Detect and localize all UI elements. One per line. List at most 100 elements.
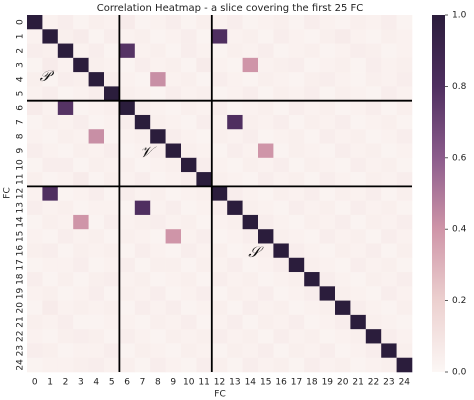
heatmap-cell [319,186,336,201]
heatmap-cell [335,129,351,144]
heatmap-cell [27,86,43,101]
x-tick-label: 23 [383,378,394,388]
heatmap-cell [227,15,243,30]
heatmap-cell [365,257,382,273]
heatmap-cell [365,129,382,144]
heatmap-cell [258,243,274,259]
heatmap-cell [57,343,74,359]
heatmap-cell [181,357,197,373]
heatmap-cell [288,143,305,159]
heatmap-cell [88,286,105,301]
heatmap-cell [88,329,105,344]
heatmap-cell [319,214,336,230]
heatmap-cell [288,43,305,59]
heatmap-cell [242,257,259,273]
heatmap-cell [73,214,89,230]
heatmap-cell [365,357,382,373]
heatmap-cell [88,229,105,244]
heatmap-cell [181,200,197,216]
heatmap-cell [134,172,151,187]
heatmap-cell [227,100,243,116]
heatmap-cell [304,57,320,73]
heatmap-cell [104,229,120,244]
heatmap-cell [319,72,336,87]
colorbar-tick-label: 0.0 [452,368,467,378]
heatmap-cell [73,286,89,301]
heatmap-cell [73,257,89,273]
heatmap-cell [381,186,397,201]
heatmap-cell [319,143,336,159]
heatmap-cell [258,186,274,201]
heatmap-cell [119,15,136,30]
y-tick-label: 23 [16,345,26,356]
heatmap-cell [381,243,397,259]
heatmap-cell [211,243,228,259]
heatmap-cell [119,272,136,287]
heatmap-cell [381,343,397,359]
heatmap-cell [242,157,259,173]
heatmap-cell [335,314,351,330]
heatmap-cell [319,329,336,344]
heatmap-cell [319,229,336,244]
heatmap-cell [227,257,243,273]
heatmap-cell [273,229,290,244]
heatmap-cell [227,272,243,287]
heatmap-cell [73,43,89,59]
heatmap-cell [242,329,259,344]
heatmap-cell [273,43,290,59]
heatmap-cell [335,214,351,230]
heatmap-cell [304,15,320,30]
x-axis-label: FC [214,390,225,400]
y-tick-label: 4 [16,76,26,82]
heatmap-cell [27,157,43,173]
heatmap-cell [73,343,89,359]
heatmap-cell [42,172,59,187]
heatmap-cell [134,257,151,273]
heatmap-cell [319,314,336,330]
heatmap-cell [181,72,197,87]
heatmap-cell [119,286,136,301]
heatmap-cell [119,214,136,230]
heatmap-cell [150,186,166,201]
heatmap-cell [304,43,320,59]
heatmap-cell [150,172,166,187]
heatmap-cell [27,314,43,330]
heatmap-cell [258,300,274,316]
heatmap-cell [396,29,413,44]
heatmap-cell [73,15,89,30]
heatmap-cell [258,172,274,187]
x-tick-label: 9 [170,378,176,388]
heatmap-cell [73,72,89,87]
heatmap-cell [211,86,228,101]
heatmap-cell [42,214,59,230]
heatmap-cell [227,86,243,101]
heatmap-cell [134,214,151,230]
heatmap-cell [258,272,274,287]
heatmap-cell [181,286,197,301]
y-axis-label: FC [3,187,13,198]
heatmap-cell [134,143,151,159]
heatmap-cell [27,114,43,130]
heatmap-cell [211,43,228,59]
heatmap-cell [42,43,59,59]
heatmap-cell [181,29,197,44]
heatmap-cell [381,357,397,373]
heatmap-cell [104,272,120,287]
heatmap-cell [211,200,228,216]
heatmap-cell [365,114,382,130]
heatmap-cell [319,43,336,59]
heatmap-cell [273,300,290,316]
heatmap-cell [104,129,120,144]
heatmap-cell [304,114,320,130]
heatmap-cell [381,214,397,230]
y-tick-label: 22 [16,331,26,342]
y-tick-label: 15 [16,231,26,242]
heatmap-cell [211,229,228,244]
heatmap-cell [350,29,367,44]
heatmap-cell [211,172,228,187]
heatmap-cell [288,229,305,244]
heatmap-cell [396,314,413,330]
heatmap-cell [42,200,59,216]
heatmap-cell [181,272,197,287]
heatmap-cell [365,29,382,44]
